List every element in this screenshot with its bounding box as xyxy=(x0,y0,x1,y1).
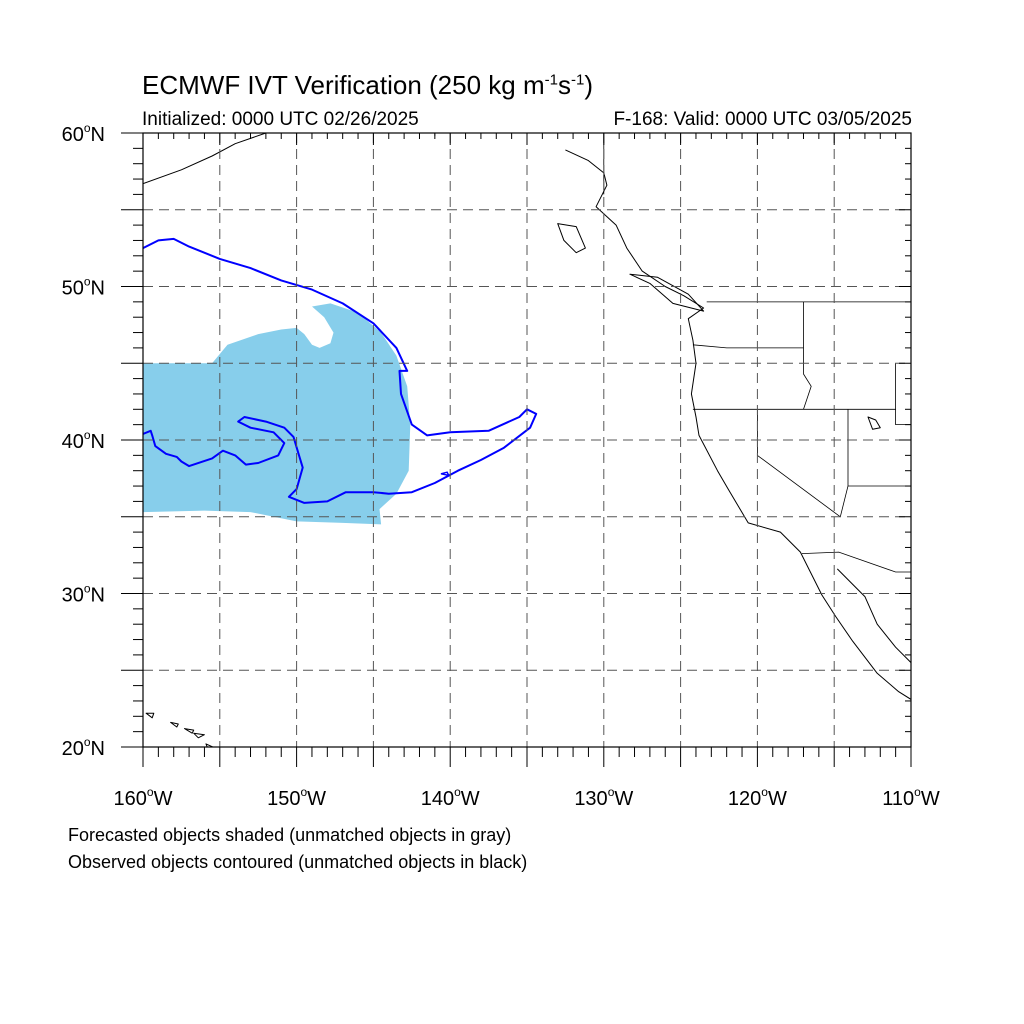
hawaii-island xyxy=(193,732,205,739)
vancouver-island xyxy=(629,273,705,312)
object-layer xyxy=(143,237,538,525)
lake-outline xyxy=(867,416,881,430)
longitude-label: 160oW xyxy=(114,785,173,810)
axis-ticks xyxy=(121,132,912,767)
footer-observed-note: Observed objects contoured (unmatched ob… xyxy=(68,852,528,872)
political-boundary xyxy=(803,301,812,410)
axis-labels: 60oN 50oN 40oN 30oN 20oN 160oW 150oW 140oW 130oW… xyxy=(62,121,940,810)
longitude-label: 120oW xyxy=(728,785,787,810)
hawaii-island xyxy=(184,728,195,734)
valid-time: F-168: Valid: 0000 UTC 03/05/2025 xyxy=(613,109,912,130)
coastline-north-america xyxy=(565,149,911,700)
latitude-label: 30oN xyxy=(62,582,105,607)
longitude-label: 110oW xyxy=(882,785,940,810)
longitude-label: 140oW xyxy=(421,785,480,810)
hawaii-island xyxy=(170,721,179,728)
initialized-time: Initialized: 0000 UTC 02/26/2025 xyxy=(142,109,419,130)
forecast-object-shaded xyxy=(143,303,411,525)
coastline-alaska xyxy=(143,133,267,185)
longitude-label: 150oW xyxy=(267,785,326,810)
latitude-label: 20oN xyxy=(62,735,105,760)
longitude-label: 130oW xyxy=(574,785,633,810)
footer-forecast-note: Forecasted objects shaded (unmatched obj… xyxy=(68,825,512,845)
hawaii-island xyxy=(145,712,155,719)
gridlines xyxy=(143,133,911,747)
haida-gwaii xyxy=(557,223,586,254)
latitude-label: 60oN xyxy=(62,121,105,146)
political-boundary xyxy=(801,551,911,573)
observed-object-contour xyxy=(143,237,538,504)
map-title: ECMWF IVT Verification (250 kg m-1s-1) xyxy=(142,70,593,100)
latitude-label: 40oN xyxy=(62,428,105,453)
latitude-label: 50oN xyxy=(62,275,105,300)
observed-object-small xyxy=(440,471,451,477)
coastline-gulf-of-california xyxy=(836,568,911,663)
